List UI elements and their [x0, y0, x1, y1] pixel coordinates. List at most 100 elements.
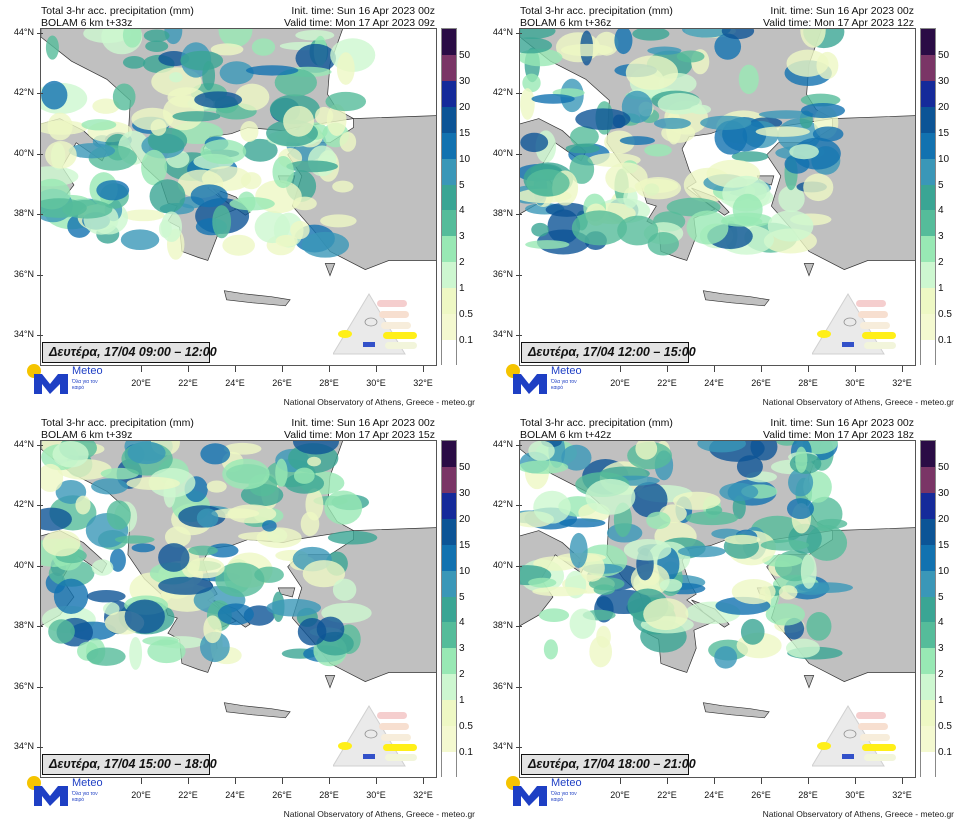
legend-swatch	[442, 210, 456, 237]
model-run: BOLAM 6 km t+36z	[520, 17, 612, 29]
precipitation-area	[719, 482, 759, 501]
precipitation-area	[750, 441, 778, 461]
precipitation-area	[200, 139, 247, 165]
date-label: Δευτέρα, 17/04 09:00 – 12:00	[42, 342, 217, 363]
precipitation-area	[332, 180, 354, 193]
lon-label: 22°E	[178, 790, 198, 800]
panel-title: Total 3-hr acc. precipitation (mm)	[41, 5, 194, 17]
precipitation-area	[327, 530, 378, 545]
precipitation-area	[646, 511, 671, 530]
lon-label: 32°E	[413, 378, 433, 388]
legend-label: 2	[459, 669, 465, 681]
precipitation-area	[320, 214, 357, 228]
legend-swatch	[921, 518, 935, 546]
precipitation-area	[122, 209, 165, 222]
precipitation-area	[803, 173, 834, 202]
precipitation-area	[571, 210, 627, 246]
precipitation-area	[122, 56, 146, 69]
legend-swatch	[442, 158, 456, 186]
precipitation-area	[560, 43, 614, 57]
lat-label: 36°N	[0, 269, 43, 279]
precipitation-area	[604, 130, 635, 154]
precipitation-area	[169, 72, 183, 83]
legend-label: 3	[938, 231, 944, 243]
precipitation-area	[292, 441, 340, 455]
lat-label: 42°N	[0, 499, 43, 509]
precipitation-area	[127, 441, 166, 465]
lon-tick	[902, 778, 903, 784]
precipitation-area	[520, 29, 556, 40]
precipitation-area	[793, 582, 830, 595]
lon-tick	[376, 366, 377, 372]
precipitation-area	[211, 508, 260, 519]
precipitation-area	[190, 184, 228, 208]
lon-tick	[620, 778, 621, 784]
model-run: BOLAM 6 km t+42z	[520, 429, 612, 441]
precipitation-area	[520, 460, 569, 474]
legend-swatch	[921, 570, 935, 598]
legend-swatch	[921, 106, 935, 134]
legend-label: 4	[938, 205, 944, 217]
meteo-logo: Meteo Όλα για τον καιρό	[24, 362, 114, 396]
lon-tick	[714, 366, 715, 372]
legend-label: 5	[459, 179, 465, 191]
footer-credit: National Observatory of Athens, Greece -…	[283, 809, 475, 819]
lon-tick	[808, 366, 809, 372]
logo-name: Meteo	[72, 777, 103, 789]
precipitation-area	[172, 111, 221, 122]
precipitation-area	[41, 80, 68, 110]
precipitation-area	[332, 578, 357, 601]
model-run: BOLAM 6 km t+33z	[41, 17, 133, 29]
land-shape	[277, 587, 296, 598]
legend-label: 1	[459, 695, 465, 707]
lat-label: 42°N	[479, 87, 522, 97]
precipitation-area	[223, 442, 262, 455]
color-legend	[920, 440, 936, 779]
precipitation-map	[40, 28, 437, 366]
precipitation-area	[229, 197, 275, 211]
color-legend	[441, 440, 457, 779]
precipitation-area	[131, 543, 156, 553]
precipitation-area	[62, 199, 113, 219]
precipitation-area	[635, 441, 658, 460]
lon-tick	[855, 778, 856, 784]
lon-tick	[855, 366, 856, 372]
lat-label: 44°N	[479, 27, 522, 37]
land-shape	[803, 675, 815, 689]
precipitation-area	[676, 50, 705, 63]
precipitation-area	[647, 231, 679, 256]
precipitation-area	[301, 231, 350, 258]
warning-triangle-icon	[812, 293, 896, 355]
panel-time-block: Init. time: Sun 16 Apr 2023 00z Valid ti…	[763, 5, 914, 29]
legend-label: 0.5	[459, 309, 473, 321]
precipitation-area	[240, 120, 259, 142]
precipitation-area	[45, 141, 77, 169]
precipitation-area	[41, 120, 88, 135]
precipitation-area	[103, 602, 120, 616]
lon-tick	[808, 778, 809, 784]
precipitation-area	[724, 534, 761, 545]
logo-name: Meteo	[551, 365, 582, 377]
precipitation-area	[83, 29, 132, 44]
precipitation-area	[700, 115, 752, 130]
precipitation-area	[91, 478, 129, 495]
precipitation-area	[732, 193, 763, 225]
lon-label: 30°E	[845, 378, 865, 388]
panel-title: Total 3-hr acc. precipitation (mm)	[41, 417, 194, 429]
precipitation-area	[207, 543, 239, 558]
lon-label: 30°E	[366, 378, 386, 388]
lon-label: 32°E	[413, 790, 433, 800]
precipitation-area	[206, 480, 227, 493]
legend-label: 3	[459, 643, 465, 655]
precipitation-area	[262, 520, 277, 532]
legend-swatch	[442, 236, 456, 263]
precipitation-map	[40, 440, 437, 778]
lat-label: 40°N	[479, 560, 522, 570]
precipitation-area	[150, 119, 167, 136]
lat-label: 38°N	[479, 208, 522, 218]
lon-tick	[188, 366, 189, 372]
precipitation-area	[765, 603, 806, 626]
precipitation-area	[254, 566, 284, 583]
lon-tick	[235, 366, 236, 372]
lon-label: 30°E	[845, 790, 865, 800]
